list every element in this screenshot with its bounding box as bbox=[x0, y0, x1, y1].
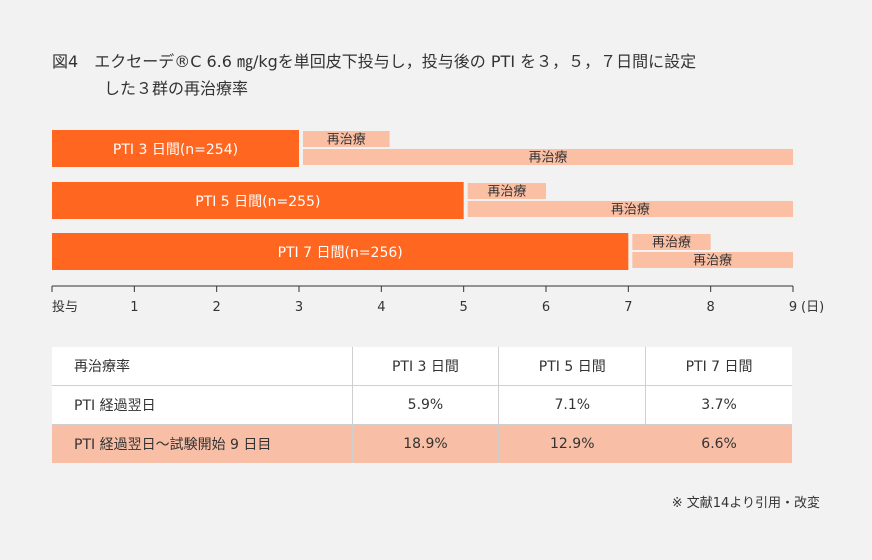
retreatment-bar bbox=[303, 149, 793, 165]
table-cell: 3.7% bbox=[645, 385, 792, 425]
x-tick-label: 9 bbox=[789, 300, 797, 315]
table-header-cell: PTI 7 日間 bbox=[645, 347, 792, 386]
retreatment-bar bbox=[303, 131, 390, 147]
pti-bar-label: PTI 7 日間(n=256) bbox=[278, 245, 403, 261]
x-axis-unit: (日) bbox=[801, 300, 824, 315]
x-tick-label: 6 bbox=[542, 300, 550, 315]
retreatment-bar-label: 再治療 bbox=[693, 254, 732, 269]
x-tick-label: 2 bbox=[213, 300, 221, 315]
row-label: PTI 経過翌日〜試験開始 9 日目 bbox=[52, 424, 353, 463]
table-header-cell: PTI 5 日間 bbox=[498, 347, 646, 386]
figure-label: 図4 bbox=[52, 52, 79, 71]
x-tick-label: 1 bbox=[130, 300, 138, 315]
footnote: ※ 文献14より引用・改変 bbox=[671, 496, 820, 511]
row-label: PTI 経過翌日 bbox=[52, 385, 353, 425]
retreatment-bar-label: 再治療 bbox=[652, 236, 691, 251]
pti-bar-label: PTI 5 日間(n=255) bbox=[195, 194, 320, 210]
table-header-cell: PTI 3 日間 bbox=[351, 347, 499, 386]
retreatment-rate-table: 再治療率 PTI 3 日間 PTI 5 日間 PTI 7 日間 PTI 経過翌日… bbox=[52, 347, 792, 463]
title-line-1: エクセーデ®C 6.6 ㎎/kgを単回皮下投与し，投与後の PTI を３，５，７… bbox=[94, 52, 697, 71]
retreatment-bar bbox=[467, 183, 546, 199]
retreatment-bar-label: 再治療 bbox=[487, 185, 526, 200]
table-row: PTI 経過翌日 5.9% 7.1% 3.7% bbox=[52, 385, 792, 425]
pti-bar-label: PTI 3 日間(n=254) bbox=[113, 142, 238, 158]
table-cell: 5.9% bbox=[351, 385, 499, 425]
table-header-cell: 再治療率 bbox=[52, 347, 353, 386]
retreatment-bar bbox=[632, 252, 793, 268]
table-cell: 18.9% bbox=[351, 424, 499, 463]
retreatment-bar-label: 再治療 bbox=[528, 151, 567, 166]
figure-title: 図4 エクセーデ®C 6.6 ㎎/kgを単回皮下投与し，投与後の PTI を３，… bbox=[52, 48, 696, 102]
x-tick-label: 7 bbox=[624, 300, 632, 315]
table-header-row: 再治療率 PTI 3 日間 PTI 5 日間 PTI 7 日間 bbox=[52, 347, 792, 386]
title-line-2: した３群の再治療率 bbox=[104, 79, 249, 98]
table-cell: 7.1% bbox=[498, 385, 646, 425]
x-tick-label: 5 bbox=[460, 300, 468, 315]
retreatment-bar-label: 再治療 bbox=[327, 133, 366, 148]
table-cell: 6.6% bbox=[645, 424, 792, 463]
table-row-highlighted: PTI 経過翌日〜試験開始 9 日目 18.9% 12.9% 6.6% bbox=[52, 424, 792, 463]
x-tick-label: 8 bbox=[707, 300, 715, 315]
pti-bar bbox=[52, 233, 629, 270]
x-tick-label: 4 bbox=[377, 300, 385, 315]
pti-bar bbox=[52, 130, 299, 167]
retreatment-bar bbox=[632, 234, 711, 250]
x-tick-label: 3 bbox=[295, 300, 303, 315]
pti-bar bbox=[52, 182, 464, 219]
retreatment-bar-label: 再治療 bbox=[611, 203, 650, 218]
table-cell: 12.9% bbox=[498, 424, 646, 463]
x-tick-label: 投与 bbox=[52, 299, 78, 315]
retreatment-bar bbox=[467, 201, 793, 217]
